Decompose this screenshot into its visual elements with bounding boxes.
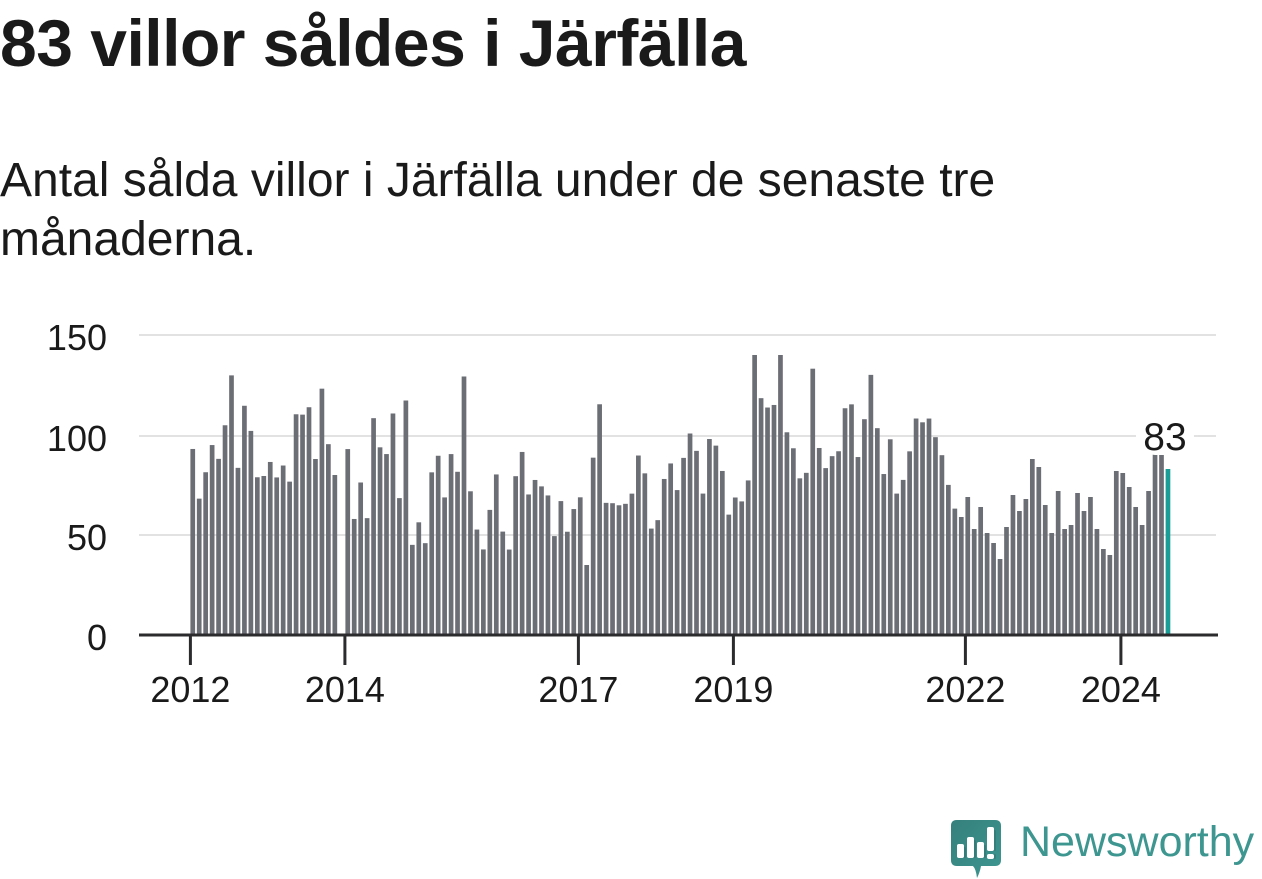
svg-text:150: 150 (47, 317, 107, 358)
svg-text:2012: 2012 (150, 669, 230, 710)
svg-text:2022: 2022 (925, 669, 1005, 710)
svg-text:2019: 2019 (693, 669, 773, 710)
svg-text:2017: 2017 (538, 669, 618, 710)
svg-text:2024: 2024 (1081, 669, 1161, 710)
svg-text:83: 83 (1143, 416, 1186, 459)
svg-text:2014: 2014 (305, 669, 385, 710)
svg-text:0: 0 (87, 617, 107, 658)
svg-text:100: 100 (47, 418, 107, 459)
svg-text:50: 50 (67, 517, 107, 558)
